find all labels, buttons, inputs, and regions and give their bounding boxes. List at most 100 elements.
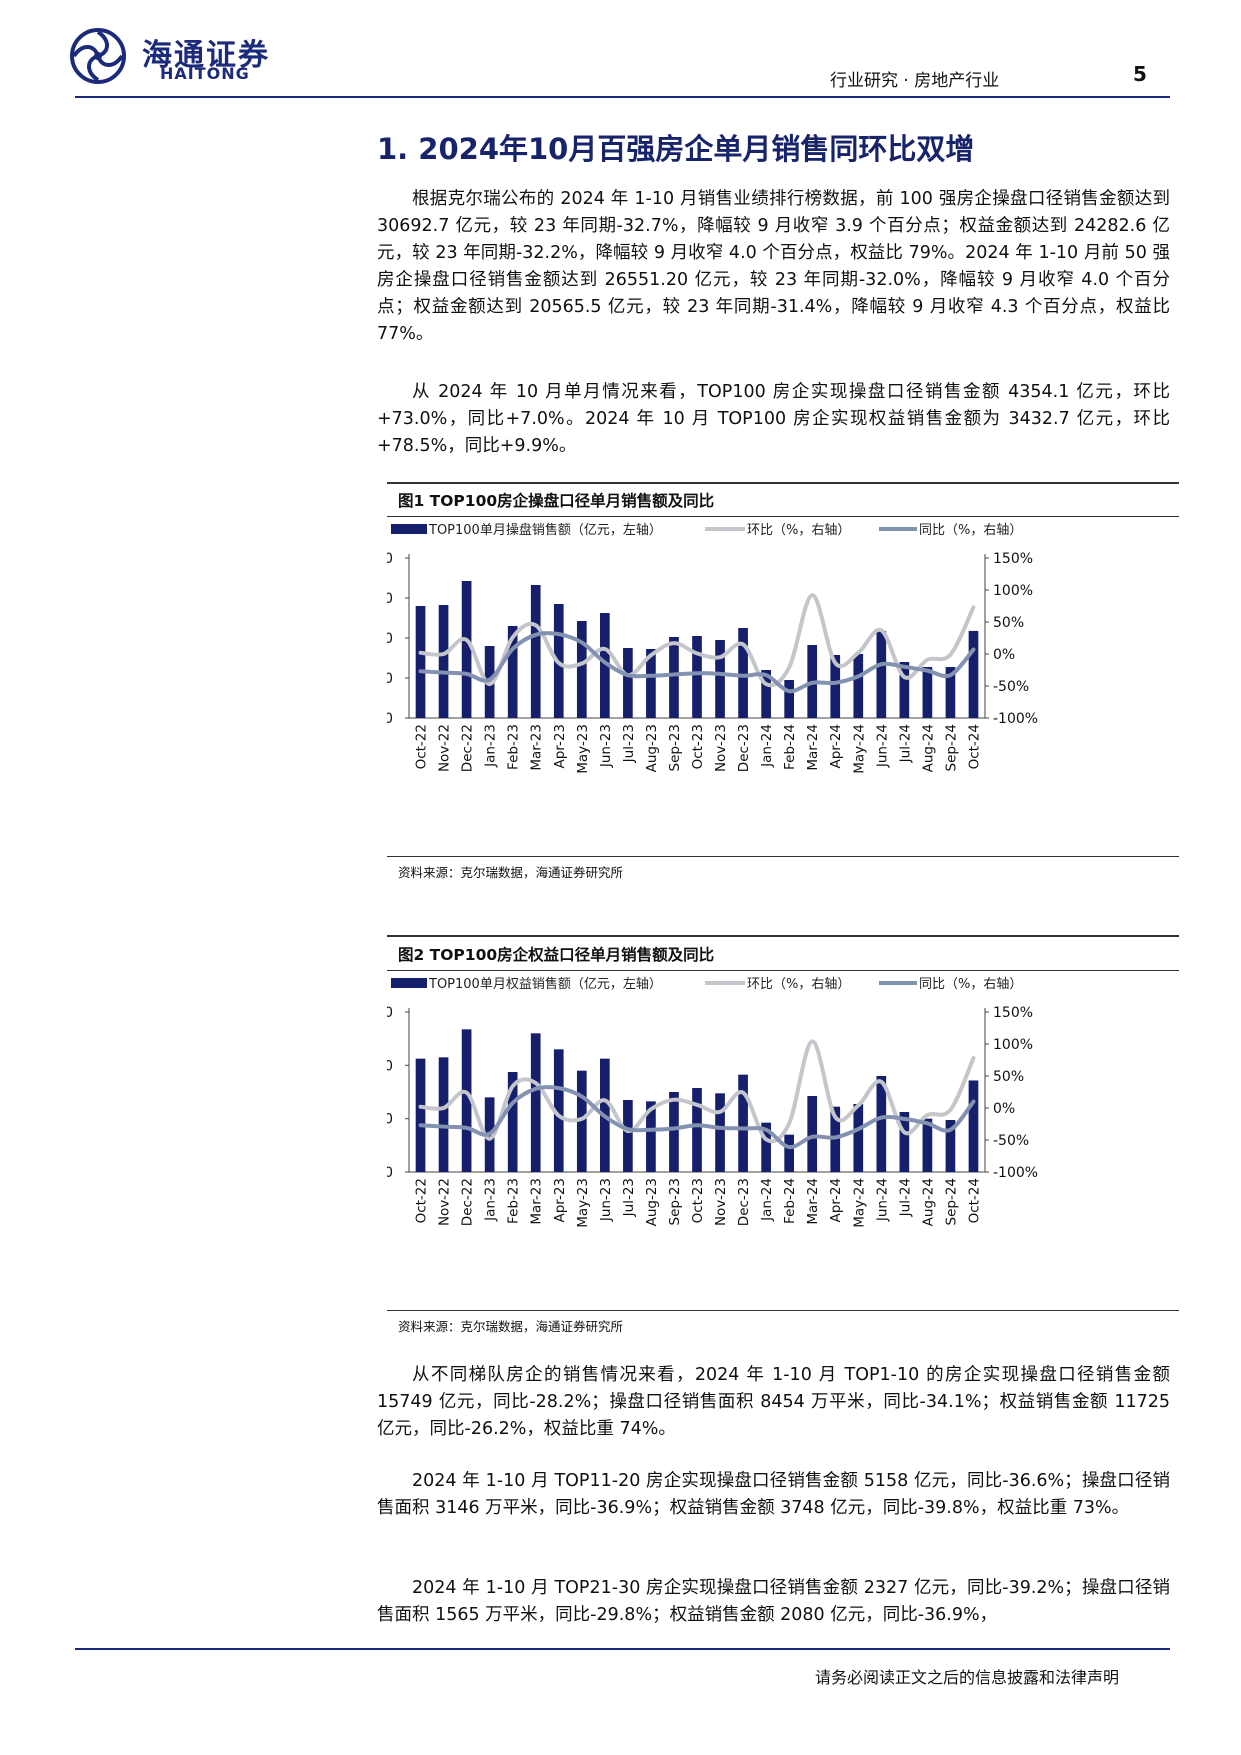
legend-swatch-bar	[391, 978, 427, 988]
chart-legend: TOP100单月操盘销售额（亿元，左轴） 环比（%，右轴） 同比（%，右轴）	[391, 522, 1022, 538]
x-tick-label: Aug-23	[644, 724, 660, 772]
haitong-logo	[70, 28, 126, 84]
x-tick-label: Nov-22	[437, 724, 453, 772]
legend-label-bar: TOP100单月权益销售额（亿元，左轴）	[428, 976, 662, 992]
x-tick-label: May-23	[575, 724, 591, 774]
x-tick-label: Nov-23	[713, 724, 729, 772]
bar	[945, 667, 956, 718]
bar	[576, 621, 587, 718]
paragraph-top-1: 根据克尔瑞公布的 2024 年 1-10 月销售业绩排行榜数据，前 100 强房…	[377, 189, 1170, 344]
right-tick-label: 100%	[993, 1037, 1033, 1053]
bar	[669, 637, 679, 718]
figure-2-title-rule	[387, 970, 1179, 971]
x-tick-label: Apr-23	[552, 1178, 568, 1223]
bar	[853, 654, 864, 718]
section-title: 1. 2024年10月百强房企单月销售同环比双增	[377, 132, 975, 166]
bar	[623, 648, 633, 718]
right-tick-label: 50%	[993, 1069, 1024, 1085]
x-tick-label: Oct-24	[966, 1178, 982, 1223]
x-tick-label: Jan-24	[759, 724, 775, 768]
bar	[692, 1088, 702, 1172]
right-tick-label: 50%	[993, 615, 1024, 631]
x-tick-label: May-24	[851, 724, 867, 774]
legend-label-mom: 环比（%，右轴）	[747, 977, 850, 992]
bar	[507, 1072, 518, 1172]
bar	[784, 1134, 794, 1172]
left-tick-label: 6000	[387, 1005, 393, 1021]
bar	[807, 1096, 818, 1172]
x-tick-label: Dec-23	[736, 724, 752, 772]
figure-1-chart: TOP100单月操盘销售额（亿元，左轴） 环比（%，右轴） 同比（%，右轴） 0 200…	[387, 522, 1038, 774]
legend-swatch-bar	[391, 524, 427, 534]
yoy-series-line	[418, 631, 976, 694]
bar	[576, 1070, 587, 1172]
x-tick-label: Aug-23	[644, 1178, 660, 1226]
right-tick-label: -50%	[993, 679, 1029, 695]
bar	[461, 1029, 472, 1172]
mom-series-line	[418, 593, 976, 688]
x-tick-label: Oct-22	[414, 724, 430, 769]
left-tick-label: 8000	[387, 551, 393, 567]
x-tick-label: Sep-23	[667, 1178, 683, 1226]
left-tick-label: 0	[387, 711, 393, 727]
right-tick-label: 100%	[993, 583, 1033, 599]
report-category: 行业研究 · 房地产行业	[830, 71, 1000, 91]
x-tick-label: Feb-23	[506, 1178, 522, 1224]
x-tick-label: Jan-23	[483, 724, 499, 768]
bar	[530, 585, 541, 718]
x-tick-label: Apr-23	[552, 724, 568, 769]
bar	[853, 1104, 864, 1172]
x-tick-label: Dec-22	[460, 1178, 476, 1226]
x-tick-label: Feb-23	[506, 724, 522, 770]
x-tick-label: Oct-23	[690, 724, 706, 769]
bar	[922, 1118, 933, 1172]
bar	[484, 646, 495, 718]
x-tick-label: Jul-23	[621, 724, 637, 763]
x-tick-label: Feb-24	[782, 1178, 798, 1224]
header-rule	[75, 96, 1170, 98]
chart-legend: TOP100单月权益销售额（亿元，左轴） 环比（%，右轴） 同比（%，右轴）	[391, 976, 1022, 992]
right-tick-label: -50%	[993, 1133, 1029, 1149]
x-tick-label: May-24	[851, 1178, 867, 1228]
legend-label-yoy: 同比（%，右轴）	[919, 523, 1022, 538]
bar	[553, 1049, 564, 1172]
yoy-series-line	[418, 1085, 976, 1150]
left-tick-label: 2000	[387, 671, 393, 687]
mom-series-line	[418, 1039, 976, 1144]
right-tick-label: 150%	[993, 551, 1033, 567]
right-tick-label: -100%	[993, 711, 1038, 727]
bar	[715, 1093, 725, 1172]
bar	[646, 649, 656, 718]
bar	[600, 613, 610, 718]
bar	[761, 1122, 771, 1172]
bar	[507, 626, 518, 718]
bar	[830, 655, 841, 718]
bar	[692, 636, 702, 718]
left-tick-label: 4000	[387, 1058, 393, 1074]
x-tick-label: Dec-22	[460, 724, 476, 772]
bar	[461, 581, 472, 718]
x-tick-label: Sep-24	[943, 1178, 959, 1226]
bar	[968, 630, 979, 718]
x-tick-label: Jul-24	[897, 1178, 913, 1217]
legend-label-bar: TOP100单月操盘销售额（亿元，左轴）	[428, 522, 662, 538]
right-tick-label: 150%	[993, 1005, 1033, 1021]
left-tick-label: 0	[387, 1165, 393, 1181]
bar	[761, 670, 771, 718]
bar	[438, 605, 449, 718]
x-tick-label: May-23	[575, 1178, 591, 1228]
page-number: 5	[1133, 62, 1147, 86]
x-tick-label: Apr-24	[828, 1178, 844, 1223]
paragraph-bottom-3: 2024 年 1-10 月 TOP21-30 房企实现操盘口径销售金额 2327…	[377, 1578, 1170, 1625]
right-tick-label: 0%	[993, 647, 1015, 663]
bar	[415, 1058, 426, 1172]
figure-2-top-rule	[387, 935, 1179, 937]
figure-2-source: 资料来源：克尔瑞数据，海通证券研究所	[398, 1319, 624, 1334]
x-tick-label: Jul-24	[897, 724, 913, 763]
bar	[922, 667, 933, 718]
figure-1-bottom-rule	[387, 856, 1179, 857]
footer-disclaimer: 请务必阅读正文之后的信息披露和法律声明	[815, 1668, 1120, 1687]
left-tick-label: 6000	[387, 591, 393, 607]
paragraph-top-2: 从 2024 年 10 月单月情况来看，TOP100 房企实现操盘口径销售金额 …	[377, 382, 1170, 456]
x-tick-label: Sep-23	[667, 724, 683, 772]
